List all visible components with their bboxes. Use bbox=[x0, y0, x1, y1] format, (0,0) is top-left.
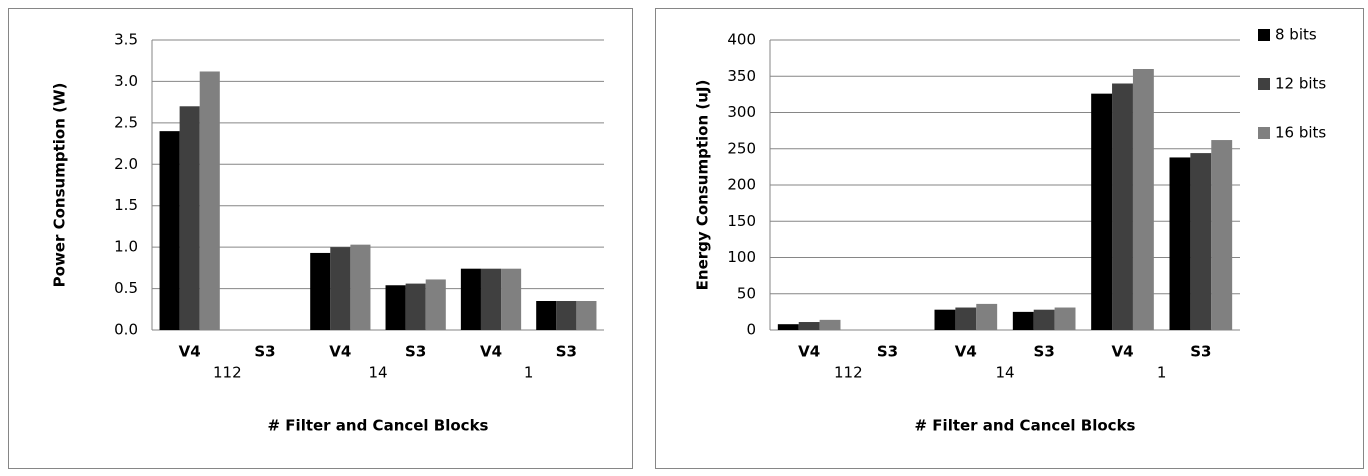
x-tick-label: V4 bbox=[1111, 343, 1133, 361]
bar bbox=[1054, 307, 1076, 330]
x-tick-label: S3 bbox=[254, 343, 275, 361]
y-tick-label: 400 bbox=[727, 31, 756, 49]
y-tick-label: 0.0 bbox=[114, 321, 138, 339]
y-tick-label: 2.0 bbox=[114, 155, 138, 173]
legend-label: 8 bits bbox=[1275, 26, 1317, 44]
y-tick-label: 3.5 bbox=[114, 31, 138, 49]
y-tick-label: 2.5 bbox=[114, 113, 138, 131]
x-tick-label: V4 bbox=[480, 343, 502, 361]
legend-label: 16 bits bbox=[1275, 124, 1326, 142]
bar bbox=[1211, 140, 1233, 330]
bar bbox=[330, 247, 351, 330]
x-tick-label: V4 bbox=[955, 343, 977, 361]
bar bbox=[536, 301, 557, 330]
bar bbox=[385, 285, 406, 330]
x-tick-label: S3 bbox=[556, 343, 577, 361]
x-axis-title: # Filter and Cancel Blocks bbox=[268, 417, 489, 435]
bar bbox=[955, 307, 977, 330]
bar bbox=[1169, 157, 1191, 330]
legend-label: 12 bits bbox=[1275, 75, 1326, 93]
y-tick-label: 50 bbox=[737, 284, 756, 302]
y-tick-label: 350 bbox=[727, 67, 756, 85]
bar bbox=[460, 268, 481, 330]
y-tick-label: 300 bbox=[727, 103, 756, 121]
panel-border bbox=[655, 8, 1364, 469]
x-group-label: 1 bbox=[524, 364, 534, 382]
bar bbox=[798, 322, 820, 330]
x-tick-label: S3 bbox=[877, 343, 898, 361]
y-axis-title: Power Consumption (W) bbox=[51, 83, 69, 288]
x-tick-label: S3 bbox=[1190, 343, 1211, 361]
bar bbox=[1112, 83, 1133, 330]
y-tick-label: 150 bbox=[727, 212, 756, 230]
x-tick-label: V4 bbox=[179, 343, 201, 361]
x-axis-title: # Filter and Cancel Blocks bbox=[915, 417, 1136, 435]
bar bbox=[425, 279, 446, 330]
bar bbox=[1190, 153, 1212, 330]
legend-swatch bbox=[1258, 127, 1270, 139]
bar bbox=[159, 131, 180, 330]
y-tick-label: 1.5 bbox=[114, 196, 138, 214]
bar bbox=[1033, 309, 1055, 330]
bar bbox=[480, 268, 502, 330]
legend-swatch bbox=[1258, 29, 1270, 41]
bar bbox=[405, 283, 426, 330]
bar bbox=[576, 301, 597, 330]
y-tick-label: 100 bbox=[727, 248, 756, 266]
x-tick-label: S3 bbox=[405, 343, 426, 361]
x-group-label: 1 bbox=[1157, 364, 1167, 382]
y-axis-title: Energy Consumption (uJ) bbox=[694, 80, 712, 291]
bar bbox=[1132, 69, 1154, 330]
panel-border bbox=[8, 8, 633, 469]
bar bbox=[179, 106, 200, 331]
y-tick-label: 3.0 bbox=[114, 72, 138, 90]
x-tick-label: S3 bbox=[1034, 343, 1055, 361]
bar bbox=[819, 319, 841, 330]
bar bbox=[1012, 311, 1034, 330]
bar bbox=[199, 71, 220, 330]
bar bbox=[777, 324, 799, 330]
y-tick-label: 0 bbox=[746, 321, 756, 339]
y-tick-label: 0.5 bbox=[114, 279, 138, 297]
bar bbox=[1091, 93, 1113, 331]
x-tick-label: V4 bbox=[798, 343, 820, 361]
legend-swatch bbox=[1258, 78, 1270, 90]
bar bbox=[310, 252, 331, 330]
bar bbox=[976, 303, 998, 330]
x-group-label: 14 bbox=[995, 364, 1014, 382]
bar bbox=[934, 309, 956, 330]
y-tick-label: 200 bbox=[727, 176, 756, 194]
bar bbox=[556, 301, 577, 330]
bar bbox=[501, 268, 522, 330]
y-tick-label: 1.0 bbox=[114, 238, 138, 256]
y-tick-label: 250 bbox=[727, 139, 756, 157]
x-group-label: 14 bbox=[368, 364, 387, 382]
x-group-label: 112 bbox=[834, 364, 863, 382]
x-tick-label: V4 bbox=[329, 343, 351, 361]
bar bbox=[350, 244, 371, 330]
x-group-label: 112 bbox=[213, 364, 242, 382]
